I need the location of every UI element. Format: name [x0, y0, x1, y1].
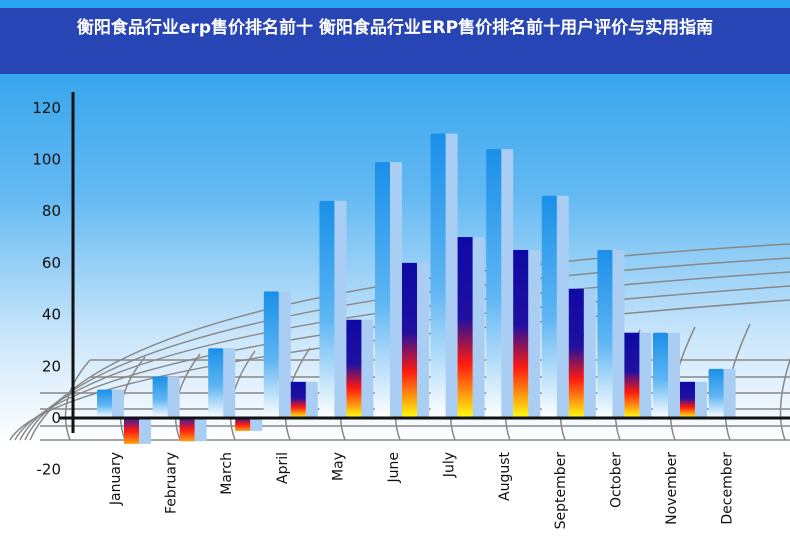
x-tick-label: June — [386, 452, 402, 484]
bar-series2 — [124, 418, 139, 444]
x-tick-label: April — [275, 452, 291, 484]
x-tick-label: September — [553, 452, 569, 530]
bar-series2 — [402, 262, 417, 418]
x-tick-label: May — [330, 452, 346, 481]
bar-series2 — [235, 418, 251, 431]
x-tick-label: October — [608, 452, 624, 508]
bar-series1 — [541, 195, 557, 418]
bar-series1 — [597, 249, 613, 418]
bar-shadow — [194, 418, 207, 442]
bar-series2 — [457, 237, 473, 418]
bar-shadow — [250, 418, 263, 431]
bar-shadow — [139, 418, 151, 444]
x-tick-label: January — [108, 452, 124, 506]
x-tick-label: March — [219, 452, 235, 495]
bar-shadow — [528, 249, 541, 418]
bar-shadow — [639, 332, 652, 418]
bar-series2 — [346, 319, 362, 418]
bar-shadow — [695, 381, 707, 418]
bar-series1 — [375, 162, 390, 418]
x-tick-label: November — [664, 452, 680, 525]
bar-shadow — [223, 348, 236, 418]
bar-shadow — [334, 200, 347, 418]
y-tick-label: 0 — [51, 409, 61, 427]
bar-shadow — [417, 262, 429, 418]
bar-shadow — [556, 195, 569, 418]
bar-series1 — [97, 389, 112, 418]
bar-shadow — [501, 149, 514, 418]
bar-series1 — [152, 376, 168, 418]
bar-series2 — [568, 288, 584, 418]
y-tick-label: 20 — [42, 357, 61, 375]
bar-shadow — [112, 389, 124, 418]
x-tick-label: July — [442, 452, 458, 478]
y-tick-label: 60 — [42, 254, 61, 272]
y-tick-label: 40 — [42, 306, 61, 324]
bar-shadow — [278, 291, 291, 418]
bar-series1 — [319, 200, 335, 418]
bar-series1 — [208, 348, 224, 418]
bar-series2 — [624, 332, 640, 418]
floor-grid-curve — [64, 359, 91, 441]
y-tick-label: -20 — [37, 461, 62, 479]
top-strip — [0, 0, 790, 8]
bar-series2 — [513, 249, 529, 418]
bar-shadow — [583, 288, 596, 418]
bar-shadow — [167, 376, 180, 418]
bar-series2 — [680, 381, 695, 418]
bar-series1 — [708, 368, 724, 418]
y-tick-label: 80 — [42, 202, 61, 220]
x-tick-label: February — [164, 452, 180, 514]
bar-series2 — [290, 381, 306, 418]
bar-series1 — [486, 149, 502, 418]
bar-series1 — [430, 133, 446, 418]
bar-series1 — [263, 291, 279, 418]
x-tick-label: December — [720, 452, 736, 525]
floor-grid-curve — [779, 357, 790, 441]
bar-shadow — [472, 237, 485, 418]
bar-shadow — [361, 319, 374, 418]
y-tick-label: 120 — [32, 99, 61, 117]
y-tick-label: 100 — [32, 151, 61, 169]
chart-title: 衡阳食品行业erp售价排名前十 衡阳食品行业ERP售价排名前十用户评价与实用指南 — [0, 8, 790, 74]
bar-series1 — [653, 332, 668, 418]
bar-shadow — [390, 162, 402, 418]
bar-shadow — [668, 332, 680, 418]
bar-series2 — [179, 418, 195, 442]
bar-shadow — [445, 133, 458, 418]
bar-shadow — [305, 381, 318, 418]
bar-shadow — [612, 249, 625, 418]
bar-shadow — [723, 368, 736, 418]
x-tick-label: August — [497, 451, 513, 501]
